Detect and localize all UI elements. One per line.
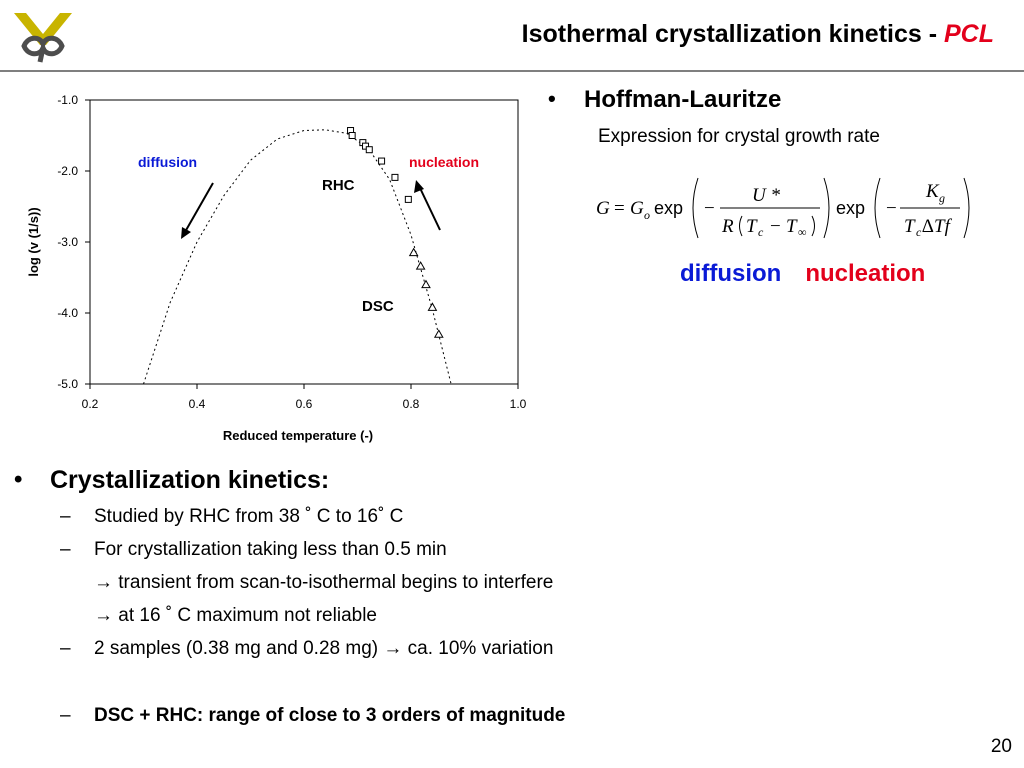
annotation-rhc: RHC <box>322 177 355 194</box>
section-heading: Hoffman-Lauritze <box>584 86 782 113</box>
eq-Tinf-sub: ∞ <box>798 225 807 239</box>
page-number: 20 <box>990 736 1012 757</box>
label-nucleation: nucleation <box>805 260 926 287</box>
eq-paren-close-2 <box>963 177 970 239</box>
eq-equals: = <box>614 198 625 219</box>
rhc-data-point <box>391 173 399 181</box>
list-item: → transient from scan-to-isothermal begi… <box>94 572 554 593</box>
eq-R: R <box>721 216 734 237</box>
growth-rate-equation: G = G o exp − U * R T c − T ∞ exp − K g … <box>596 177 970 239</box>
chart-svg: 0.2 0.4 0.6 0.8 1.0 -1.0 -2.0 -3.0 -4.0 -5.0 Reduc… <box>26 93 527 443</box>
diffusion-arrow-head <box>181 227 191 239</box>
eq-minus-2: − <box>770 216 781 237</box>
slide-header: Isothermal crystallization kinetics - PC… <box>0 0 1024 70</box>
list-item: For crystallization taking less than 0.5… <box>94 539 447 560</box>
fit-curve <box>143 129 452 385</box>
eq-paren-open-2 <box>874 177 881 239</box>
eq-exp-1: exp <box>654 198 683 218</box>
list-item: → at 16 ˚ C maximum not reliable <box>94 605 377 626</box>
eq-Tc2-sub: c <box>916 225 922 239</box>
list-dash: – <box>60 506 71 527</box>
eq-U: U * <box>752 185 780 206</box>
section-heading: Crystallization kinetics: <box>50 466 330 494</box>
rhc-data-point <box>362 142 370 150</box>
eq-Tf: Tf <box>934 216 953 237</box>
eq-paren-open-1 <box>692 177 699 239</box>
title-main: Isothermal crystallization kinetics - <box>521 20 944 48</box>
annotation-diffusion: diffusion <box>138 154 197 170</box>
eq-Tc-sub: c <box>758 225 764 239</box>
equation-term-labels: diffusion nucleation <box>680 260 925 288</box>
section-subtitle: Expression for crystal growth rate <box>598 126 880 147</box>
crystallization-kinetics-section: • Crystallization kinetics: – Studied by… <box>0 460 1024 760</box>
slide-title: Isothermal crystallization kinetics - PC… <box>522 20 994 49</box>
y-tick-label: -5.0 <box>57 377 78 391</box>
list-item: 2 samples (0.38 mg and 0.28 mg) → ca. 10… <box>94 638 554 659</box>
eq-inner-paren-close <box>811 215 815 237</box>
y-tick-label: -3.0 <box>57 235 78 249</box>
nucleation-arrow-line <box>419 187 441 231</box>
bullet: • <box>14 466 23 493</box>
x-tick-label: 0.8 <box>403 397 420 411</box>
header-divider <box>0 70 1024 72</box>
annotation-nucleation: nucleation <box>409 154 479 170</box>
y-tick-label: -1.0 <box>57 93 78 107</box>
eq-minus-3: − <box>886 198 897 219</box>
crystallization-chart: 0.2 0.4 0.6 0.8 1.0 -1.0 -2.0 -3.0 -4.0 -5.0 Reduc… <box>0 80 540 450</box>
y-axis-label: log (v (1/s)) <box>26 207 41 276</box>
dsc-data-point <box>427 302 438 311</box>
title-accent: PCL <box>944 20 994 48</box>
eq-exp-2: exp <box>836 198 865 218</box>
list-dash: – <box>60 539 71 560</box>
dsc-data-point <box>421 279 431 289</box>
annotation-dsc: DSC <box>362 298 394 315</box>
eq-Tinf: T <box>786 216 798 237</box>
eq-Kg-sub: g <box>939 191 945 205</box>
bullet: • <box>548 86 556 111</box>
eq-Tc: T <box>746 216 758 237</box>
eq-minus-1: − <box>704 198 715 219</box>
eq-paren-close-1 <box>823 177 830 239</box>
university-logo-icon <box>10 8 77 65</box>
rhc-data-point <box>365 146 373 154</box>
x-tick-label: 0.4 <box>189 397 206 411</box>
label-diffusion: diffusion <box>680 260 782 287</box>
eq-delta: ∆ <box>922 216 934 237</box>
eq-Go-sub: o <box>644 208 650 222</box>
y-tick-label: -2.0 <box>57 164 78 178</box>
nucleation-arrow-head <box>414 180 424 193</box>
eq-G: G <box>596 198 610 219</box>
dsc-data-point <box>433 329 444 338</box>
x-tick-label: 1.0 <box>510 397 527 411</box>
rhc-data-point <box>378 157 386 165</box>
y-tick-label: -4.0 <box>57 306 78 320</box>
eq-Kg: K <box>925 181 940 202</box>
diffusion-arrow-line <box>184 182 214 233</box>
list-item: Studied by RHC from 38 ˚ C to 16˚ C <box>94 506 404 527</box>
x-tick-label: 0.2 <box>82 397 99 411</box>
plot-area <box>89 99 519 385</box>
eq-inner-paren-open <box>739 215 743 237</box>
eq-Tc2: T <box>904 216 916 237</box>
list-dash: – <box>60 638 71 659</box>
x-tick-label: 0.6 <box>296 397 313 411</box>
list-item: DSC + RHC: range of close to 3 orders of… <box>94 705 566 726</box>
list-dash: – <box>60 705 71 726</box>
dsc-data-point <box>408 247 419 257</box>
eq-Go: G <box>630 198 644 219</box>
rhc-data-point <box>404 195 412 203</box>
dsc-data-point <box>415 261 426 270</box>
rhc-data-point <box>348 132 356 139</box>
x-axis-label: Reduced temperature (-) <box>223 428 373 443</box>
